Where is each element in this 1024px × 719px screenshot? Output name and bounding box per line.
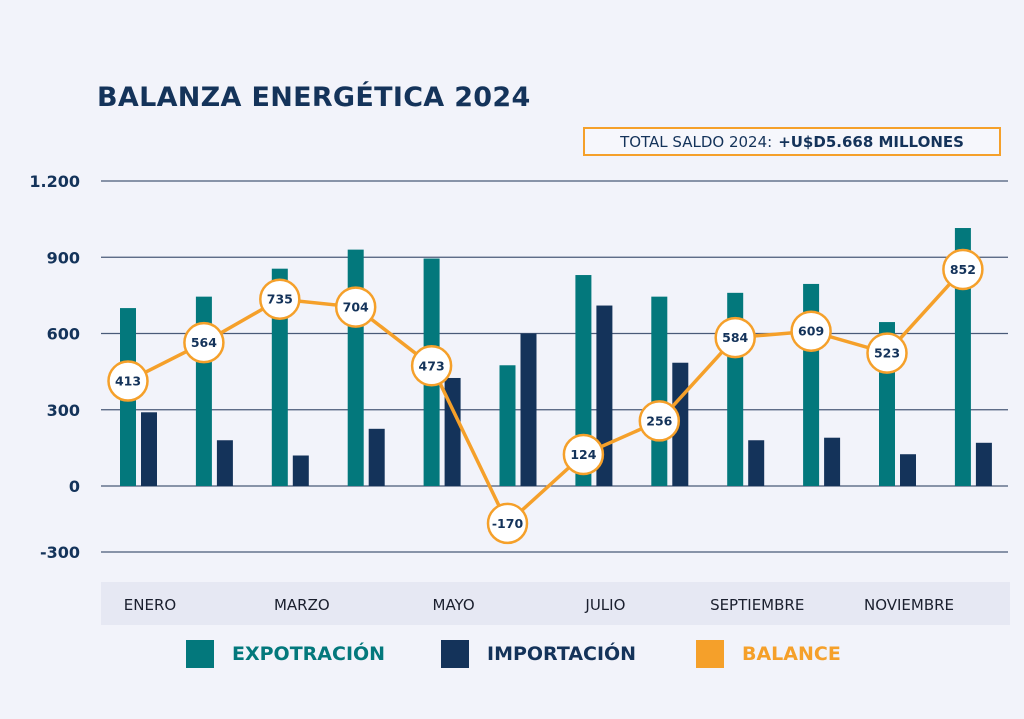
bar-import [824, 437, 841, 486]
legend-swatch-export [186, 640, 214, 668]
total-balance-box: TOTAL SALDO 2024: +U$D5.668 MILLONES [583, 127, 1001, 156]
bar-export [954, 228, 971, 487]
total-value: +U$D5.668 MILLONES [778, 132, 964, 151]
bar-export [575, 275, 592, 486]
legend-swatch-balance [696, 640, 724, 668]
balance-marker [410, 345, 453, 387]
bar-export [347, 249, 364, 486]
balance-data-label: 473 [419, 358, 445, 373]
balance-data-label: -170 [492, 516, 524, 531]
balance-marker [259, 278, 301, 320]
balance-marker [486, 502, 529, 545]
balance-data-label: 584 [722, 330, 748, 345]
x-tick-label: MAYO [433, 596, 475, 614]
y-tick-label: 1.200 [29, 172, 80, 191]
balance-data-label: 704 [343, 300, 369, 315]
balance-marker [183, 321, 225, 364]
balance-data-label: 124 [570, 447, 596, 462]
chart: 1.200 900 600 300 0 -300 ENERO MARZO MAYO JULIO SE… [29, 172, 1010, 625]
bar-import [216, 440, 233, 486]
bar-import [520, 333, 537, 486]
legend-balance: BALANCE [696, 640, 841, 668]
bar-export [271, 268, 288, 486]
chart-title: BALANZA ENERGÉTICA 2024 [97, 82, 531, 113]
x-tick-label: NOVIEMBRE [864, 596, 954, 614]
y-tick-label: 0 [69, 477, 80, 496]
legend-export: EXPOTRACIÓN [186, 640, 385, 668]
legend-swatch-import [441, 640, 469, 668]
bar-import [900, 454, 916, 486]
legend: EXPOTRACIÓN IMPORTACIÓN BALANCE [0, 640, 1024, 674]
bar-import [141, 412, 157, 486]
y-tick-label: 600 [47, 325, 80, 344]
balance-data-label: 523 [874, 346, 900, 361]
y-tick-label: 300 [47, 401, 80, 420]
balance-marker [866, 332, 908, 374]
balance-marker [942, 248, 984, 291]
balance-data-label: 735 [267, 292, 293, 307]
x-tick-label: JULIO [584, 596, 625, 614]
x-tick-label: SEPTIEMBRE [710, 596, 804, 614]
bar-export [651, 296, 668, 486]
balance-data-label: 564 [191, 335, 217, 350]
legend-label-balance: BALANCE [742, 643, 841, 665]
bar-import [368, 428, 385, 486]
balance-data-label: 852 [950, 262, 976, 277]
balance-marker [562, 433, 605, 476]
x-axis-band [101, 582, 1010, 625]
x-tick-label: ENERO [124, 596, 176, 614]
balance-marker [107, 360, 149, 402]
balance-marker [714, 316, 756, 359]
balance-data-label: 413 [115, 374, 141, 389]
bar-import [748, 440, 765, 486]
bar-import [975, 442, 992, 486]
balance-marker [790, 310, 832, 352]
balance-data-label: 609 [798, 324, 824, 339]
legend-label-export: EXPOTRACIÓN [232, 643, 386, 665]
balance-marker [334, 286, 377, 328]
legend-import: IMPORTACIÓN [441, 640, 636, 668]
bar-import [292, 455, 309, 486]
y-tick-label: 900 [47, 248, 80, 267]
balance-data-label: 256 [646, 413, 672, 428]
bar-import [596, 305, 613, 486]
x-tick-label: MARZO [274, 596, 330, 614]
total-label: TOTAL SALDO 2024: [620, 132, 773, 151]
balance-marker [638, 400, 681, 442]
legend-label-import: IMPORTACIÓN [487, 643, 637, 665]
bar-export [499, 365, 516, 486]
y-tick-label: -300 [40, 543, 80, 562]
